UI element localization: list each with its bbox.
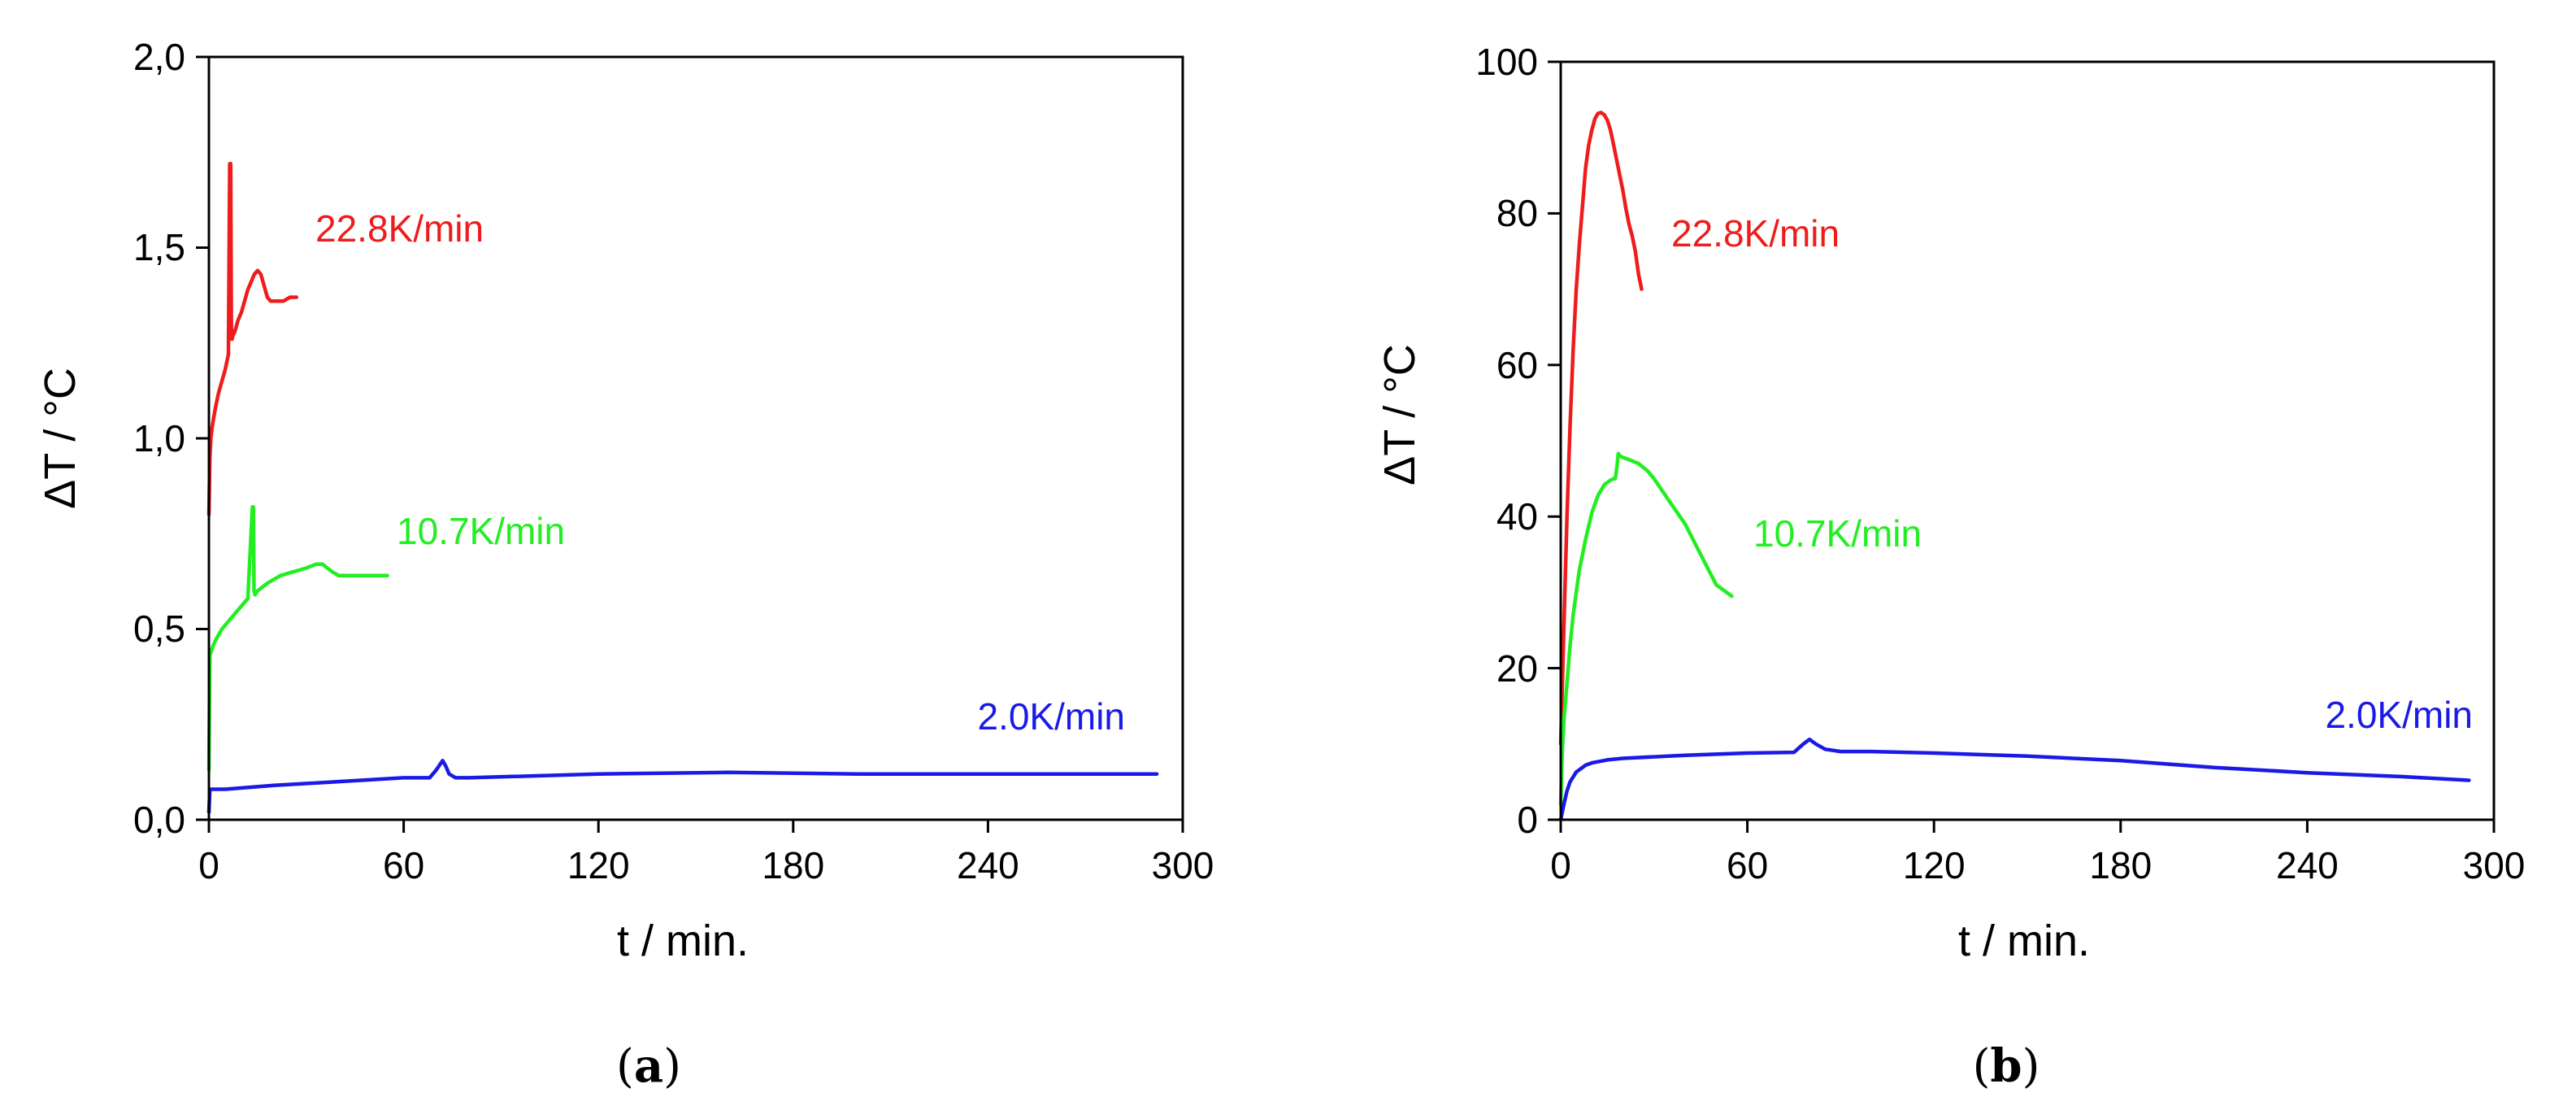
panel-a-series-10-7k-min: [206, 505, 389, 773]
panel-a-y-tick-2-0: 2,0: [133, 36, 185, 78]
panel-a-label-22-8: 22.8K/min: [315, 207, 484, 250]
panel-b-ticks: [1548, 60, 2496, 833]
panel-a-x-tick-60: 60: [383, 844, 424, 886]
panel-a-caption-letter: a: [634, 1039, 663, 1093]
panel-a-y-tick-0-5: 0,5: [133, 607, 185, 650]
panel-a-label-2-0: 2.0K/min: [977, 695, 1125, 738]
panel-b-y-tick-40: 40: [1497, 495, 1538, 538]
panel-b-y-tick-80: 80: [1497, 192, 1538, 234]
panel-b-plot: [1548, 60, 2496, 833]
panel-b: 0 60 120 180 240 300 0 20 40 60 80 100 t…: [1375, 41, 2525, 1093]
panel-a-plot: [196, 55, 1184, 833]
panel-b-x-tick-60: 60: [1727, 844, 1768, 886]
panel-b-series-2-0k-min: [1558, 737, 2471, 822]
panel-a-y-tick-1-0: 1,0: [133, 417, 185, 459]
panel-b-x-tick-120: 120: [1903, 844, 1966, 886]
panel-b-x-tick-0: 0: [1550, 844, 1571, 886]
panel-b-caption-letter: b: [1990, 1039, 2022, 1093]
panel-a-x-tick-0: 0: [198, 844, 219, 886]
panel-b-x-tick-180: 180: [2089, 844, 2152, 886]
panel-a-caption-open: (: [616, 1040, 634, 1093]
panel-a-curves: [206, 162, 1159, 814]
panel-a-caption: (a): [616, 1039, 681, 1093]
panel-b-y-tick-60: 60: [1497, 344, 1538, 386]
panel-a-frame: [207, 55, 1184, 821]
panel-a-ticks: [196, 55, 1184, 833]
panel-a-series-22-8k-min: [206, 162, 299, 517]
panel-a-y-axis-title: ΔT / °C: [36, 368, 85, 509]
panel-b-label-10-7: 10.7K/min: [1753, 512, 1922, 555]
panel-a-x-tick-180: 180: [762, 844, 824, 886]
panel-b-x-tick-240: 240: [2276, 844, 2339, 886]
panel-a-caption-close: ): [663, 1040, 681, 1093]
panel-b-curves: [1558, 111, 2471, 822]
panel-b-y-tick-20: 20: [1497, 647, 1538, 690]
panel-a-y-tick-1-5: 1,5: [133, 226, 185, 268]
panel-a-x-axis-title: t / min.: [617, 917, 749, 965]
panel-b-series-10-7k-min: [1558, 451, 1734, 807]
panel-a-y-tick-0: 0,0: [133, 799, 185, 841]
panel-b-caption-open: (: [1973, 1040, 1991, 1093]
panel-b-label-22-8: 22.8K/min: [1671, 212, 1840, 255]
panel-b-caption: (b): [1973, 1039, 2040, 1093]
panel-b-x-axis-title: t / min.: [1958, 917, 2090, 965]
panel-a: 0 60 120 180 240 300 0,0 0,5 1,0 1,5 2,0…: [36, 36, 1214, 1093]
panel-a-x-tick-300: 300: [1152, 844, 1214, 886]
panel-a-x-tick-120: 120: [567, 844, 630, 886]
panel-b-caption-close: ): [2022, 1040, 2040, 1093]
panel-b-y-axis-title: ΔT / °C: [1375, 344, 1424, 486]
panel-a-label-10-7: 10.7K/min: [397, 510, 565, 552]
panel-b-frame: [1559, 60, 2496, 821]
panel-a-series-2-0k-min: [206, 759, 1159, 814]
panel-b-y-tick-100: 100: [1475, 41, 1538, 83]
panel-a-x-tick-240: 240: [957, 844, 1019, 886]
panel-b-x-tick-300: 300: [2463, 844, 2526, 886]
panel-b-label-2-0: 2.0K/min: [2325, 694, 2473, 736]
panel-b-series-22-8k-min: [1558, 111, 1644, 747]
panel-b-y-tick-0: 0: [1517, 799, 1538, 841]
